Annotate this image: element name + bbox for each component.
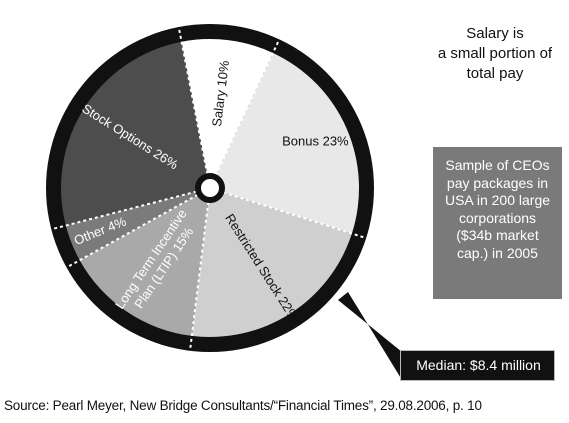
sample-line: Sample of CEOs — [433, 157, 562, 175]
sample-info-box: Sample of CEOs pay packages in USA in 20… — [433, 147, 562, 299]
salary-note-line-1: Salary is — [430, 24, 560, 44]
pie-center-hole — [198, 176, 222, 200]
slice-label: Bonus 23% — [282, 133, 349, 148]
salary-note-line-3: total pay — [430, 64, 560, 84]
sample-line: cap.) in 2005 — [433, 245, 562, 263]
salary-note-line-2: a small portion of — [430, 44, 560, 64]
sample-line: pay packages in — [433, 175, 562, 193]
sample-line: USA in 200 large — [433, 192, 562, 210]
source-caption: Source: Pearl Meyer, New Bridge Consulta… — [4, 398, 569, 413]
median-pointer — [338, 292, 402, 380]
median-box: Median: $8.4 million — [400, 350, 555, 381]
sample-info-text: Sample of CEOs pay packages in USA in 20… — [433, 157, 562, 262]
sample-line: corporations — [433, 210, 562, 228]
median-label: Median: $8.4 million — [401, 357, 556, 373]
salary-note: Salary is a small portion of total pay — [430, 24, 560, 84]
sample-line: ($34b market — [433, 227, 562, 245]
